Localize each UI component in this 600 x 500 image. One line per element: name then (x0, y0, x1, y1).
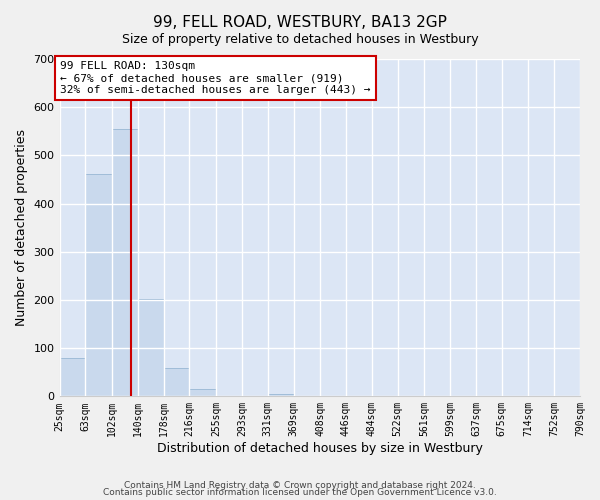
Bar (190, 389, 216, 396)
Bar (164, 368, 190, 396)
Bar (112, 130, 138, 396)
X-axis label: Distribution of detached houses by size in Westbury: Distribution of detached houses by size … (157, 442, 483, 455)
Text: Contains HM Land Registry data © Crown copyright and database right 2024.: Contains HM Land Registry data © Crown c… (124, 480, 476, 490)
Text: Size of property relative to detached houses in Westbury: Size of property relative to detached ho… (122, 32, 478, 46)
Text: 99, FELL ROAD, WESTBURY, BA13 2GP: 99, FELL ROAD, WESTBURY, BA13 2GP (153, 15, 447, 30)
Bar (268, 394, 293, 396)
Y-axis label: Number of detached properties: Number of detached properties (15, 129, 28, 326)
Bar (85, 174, 112, 396)
Text: 99 FELL ROAD: 130sqm
← 67% of detached houses are smaller (919)
32% of semi-deta: 99 FELL ROAD: 130sqm ← 67% of detached h… (60, 62, 371, 94)
Text: Contains public sector information licensed under the Open Government Licence v3: Contains public sector information licen… (103, 488, 497, 497)
Bar (138, 299, 164, 396)
Bar (59, 358, 85, 397)
